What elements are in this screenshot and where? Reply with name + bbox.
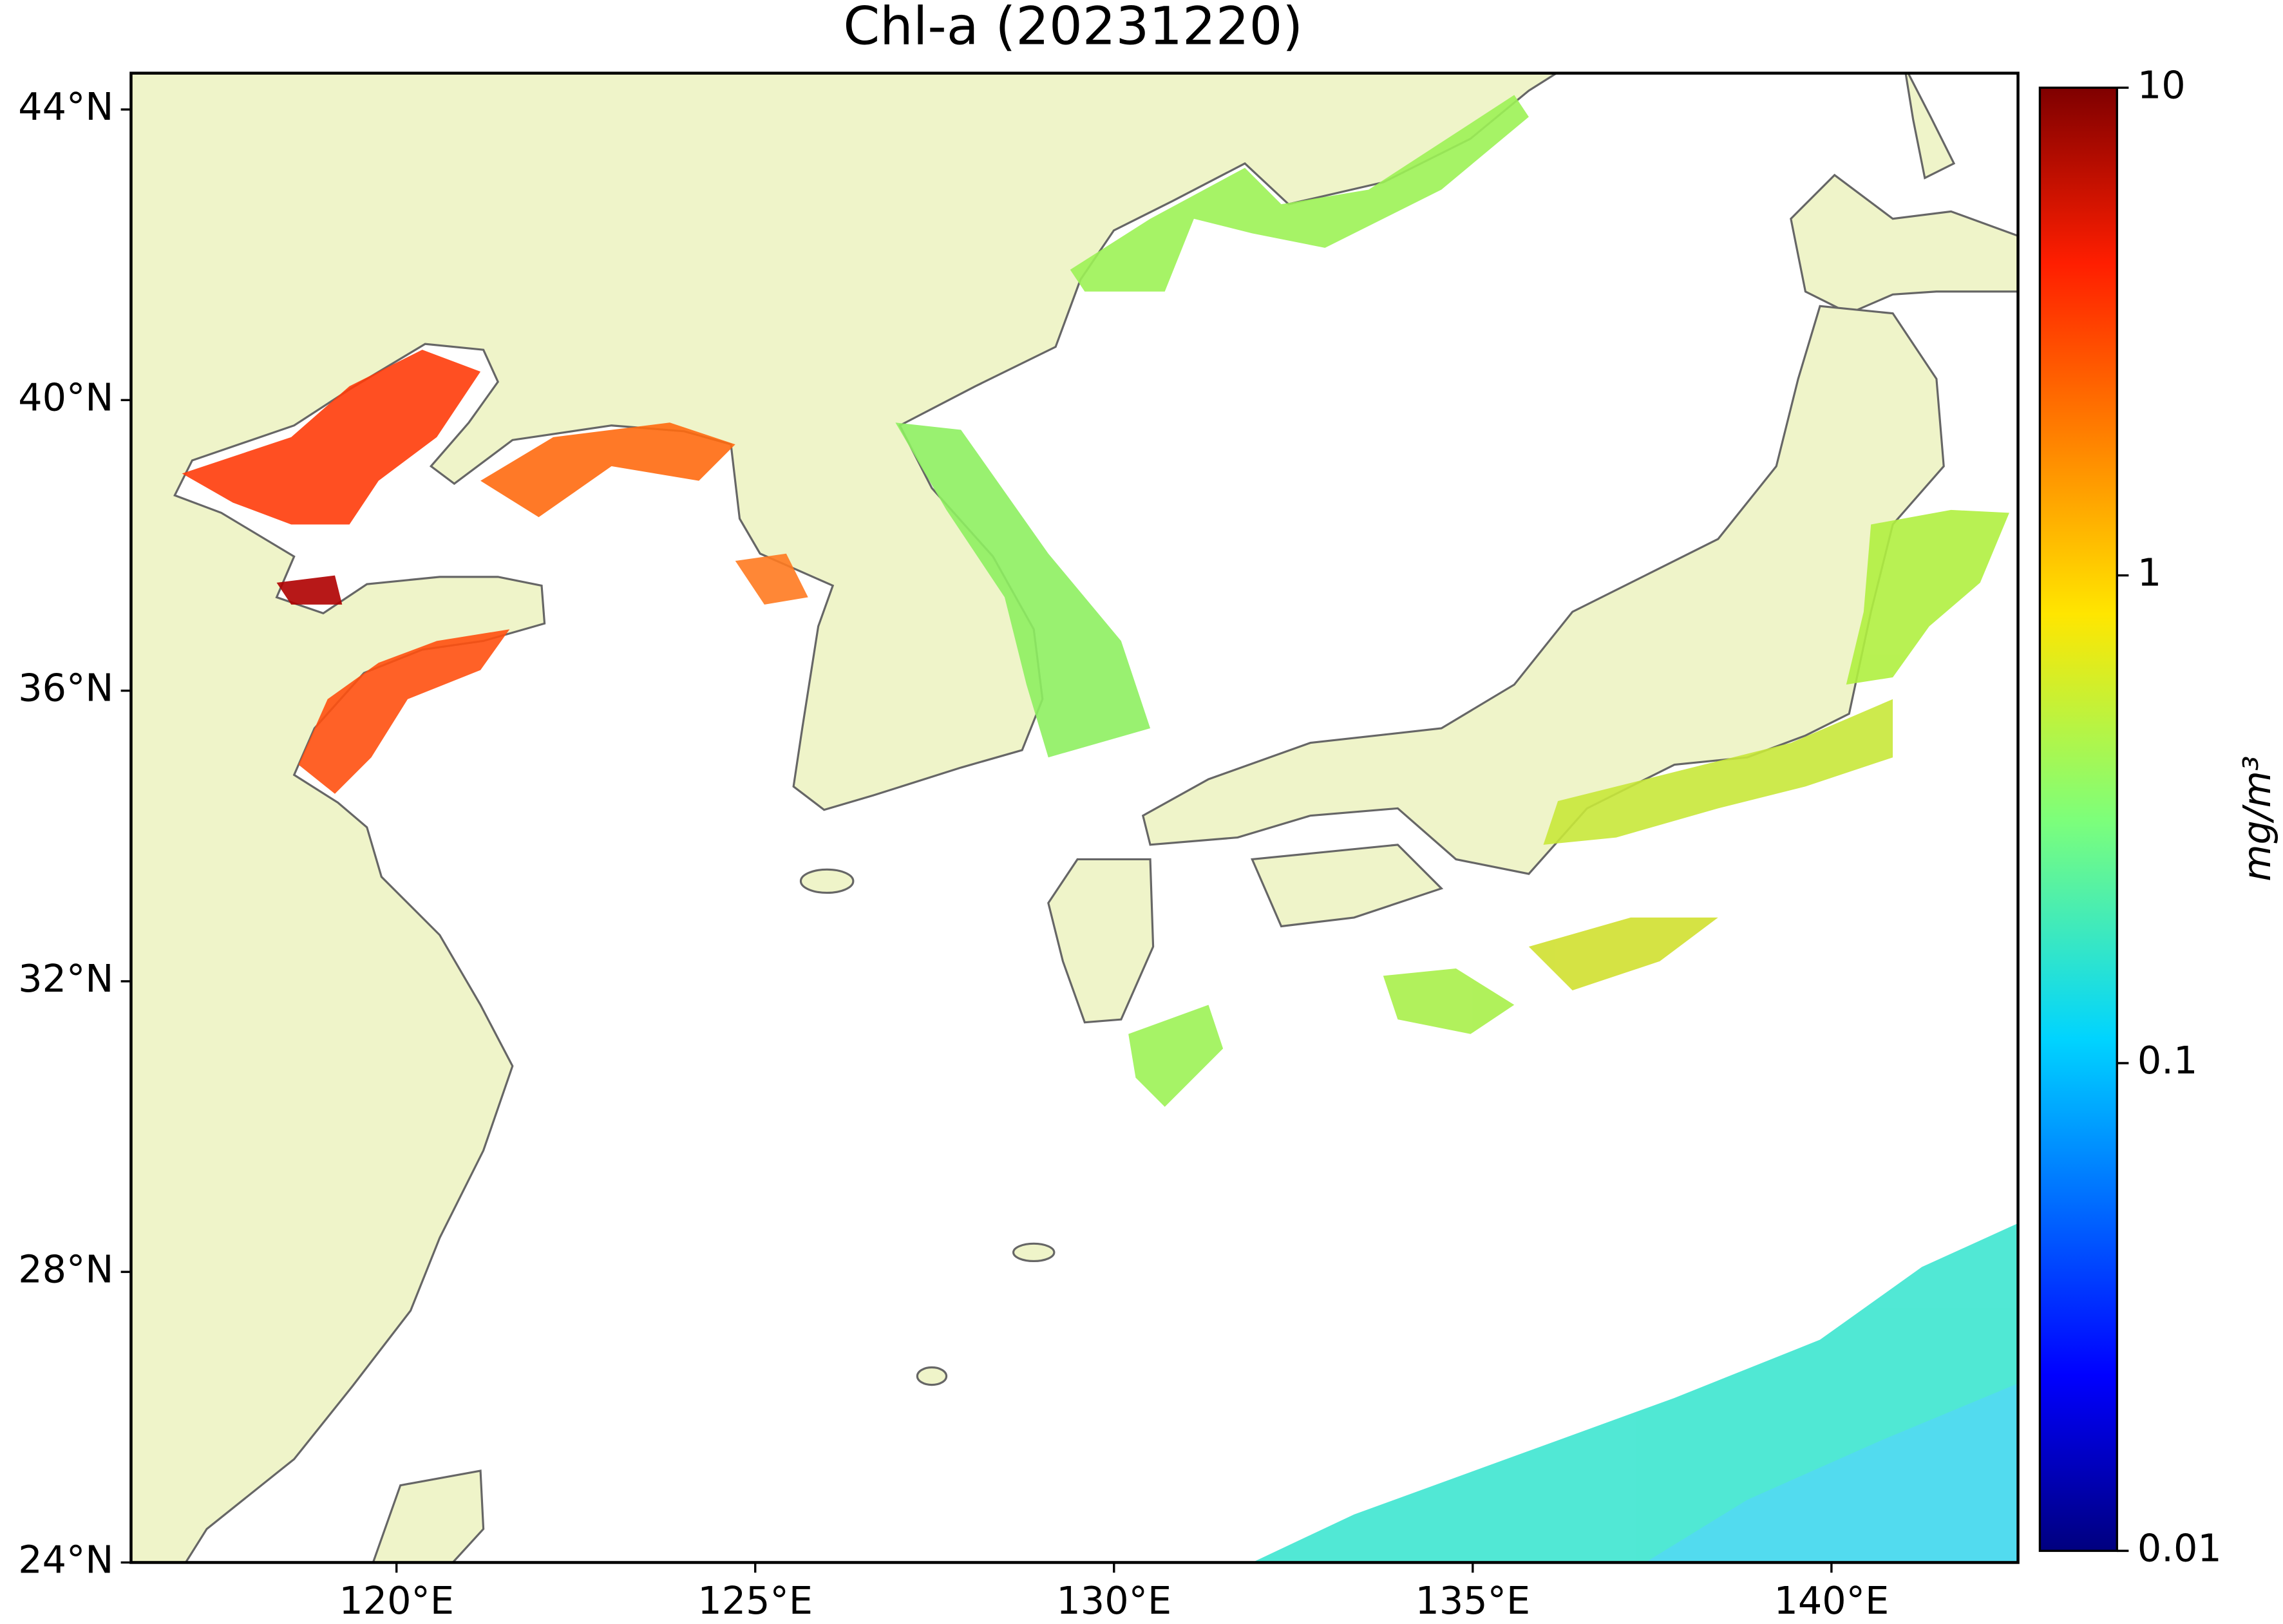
map-frame <box>129 71 2020 1564</box>
chl-patch <box>276 575 343 605</box>
colorbar-tick-label: 0.01 <box>2137 1525 2222 1570</box>
jeju <box>799 868 855 894</box>
chl-patch <box>1383 968 1515 1034</box>
y-tick-label: 32°N <box>18 956 113 1001</box>
colorbar-label: mg/m³ <box>2235 756 2279 882</box>
chl-patch <box>1128 1005 1224 1107</box>
chl-patch <box>298 629 510 794</box>
taiwan <box>372 1469 485 1563</box>
island <box>1012 1242 1056 1263</box>
y-tick-label: 28°N <box>18 1247 113 1291</box>
chl-patch <box>1846 509 2009 685</box>
shikoku <box>1251 844 1444 928</box>
x-tick-label: 125°E <box>697 1578 813 1623</box>
x-tick-label: 135°E <box>1415 1578 1530 1623</box>
mainland <box>131 73 1559 1563</box>
x-tick-label: 130°E <box>1056 1578 1171 1623</box>
chl-patch <box>1645 1383 2018 1563</box>
y-tick-label: 44°N <box>18 84 113 129</box>
chl-patch <box>895 422 1151 758</box>
chl-patch <box>1070 95 1529 292</box>
chlorophyll-field <box>182 95 2018 1563</box>
chl-patch <box>182 350 481 525</box>
kyushu <box>1047 858 1155 1024</box>
y-tick-label: 36°N <box>18 666 113 710</box>
x-tick-label: 120°E <box>339 1578 454 1623</box>
colorbar-tick-label: 10 <box>2137 62 2186 107</box>
chart-title: Chl-a (20231220) <box>843 0 1303 57</box>
hokkaido <box>1790 173 2018 315</box>
sakhalin <box>1904 73 1956 180</box>
colorbar <box>2038 86 2118 1553</box>
map-area <box>131 73 2018 1563</box>
chl-patch <box>1543 699 1893 845</box>
colorbar-tick-label: 0.1 <box>2137 1038 2197 1082</box>
island <box>916 1366 948 1386</box>
chl-patch <box>1528 917 1718 990</box>
chl-patch <box>735 553 808 605</box>
colorbar-tick-label: 1 <box>2137 551 2161 595</box>
y-tick-label: 24°N <box>18 1538 113 1582</box>
y-tick-label: 40°N <box>18 375 113 419</box>
chl-patch <box>480 422 735 518</box>
x-tick-label: 140°E <box>1774 1578 1890 1623</box>
